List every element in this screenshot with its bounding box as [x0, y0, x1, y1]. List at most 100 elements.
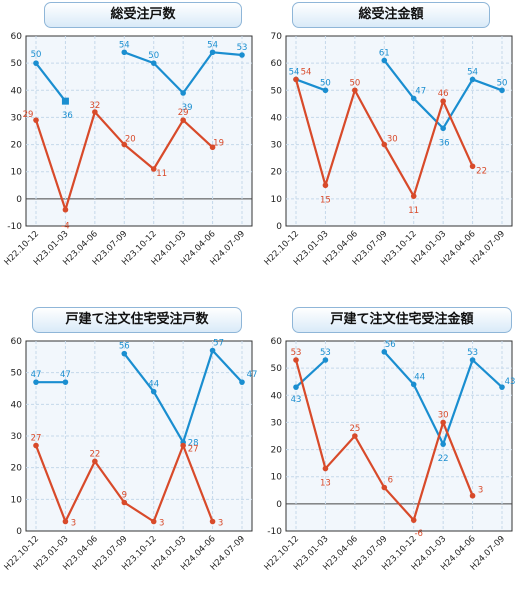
data-label: 56 [385, 340, 396, 350]
chart-title: 戸建て注文住宅受注金額 [292, 307, 512, 333]
y-tick-label: 40 [11, 86, 23, 96]
plot-area [285, 35, 513, 227]
data-label: 3 [71, 519, 76, 529]
chart-panel-3: 戸建て注文住宅受注戸数 0 10 20 30 40 50 60 H22.10-12 H23.01… [0, 305, 260, 609]
data-label: 22 [476, 166, 487, 176]
data-label: 53 [237, 43, 248, 53]
data-label: 50 [31, 50, 42, 60]
data-point [62, 379, 69, 385]
data-label: 36 [62, 111, 73, 121]
data-label: 13 [320, 479, 331, 489]
y-tick-label: 0 [276, 222, 282, 232]
chart-panel-2: 総受注金額 0 10 20 30 40 50 60 70 H22.10-12 H23.01-03 H… [260, 0, 520, 304]
data-label: 22 [438, 454, 449, 464]
data-label: 11 [408, 206, 419, 216]
y-tick-label: 70 [271, 32, 283, 42]
data-point [121, 141, 128, 148]
data-label: 53 [320, 348, 331, 358]
data-point [322, 182, 329, 189]
data-point [322, 357, 329, 363]
data-label: 47 [415, 86, 426, 96]
y-tick-label: 40 [271, 391, 283, 401]
y-tick-label: 0 [16, 195, 22, 205]
y-tick-label: 40 [271, 113, 283, 123]
y-tick-label: 50 [11, 369, 23, 379]
data-point [293, 357, 299, 363]
y-tick-label: 20 [271, 446, 283, 456]
y-tick-label: 20 [11, 464, 23, 474]
data-point [92, 109, 98, 115]
data-point [322, 465, 329, 472]
data-point [410, 381, 417, 388]
data-point [499, 87, 505, 94]
data-point [469, 163, 476, 170]
data-point [322, 87, 329, 94]
data-label: 50 [497, 78, 508, 88]
data-label: 25 [349, 424, 360, 434]
data-point [239, 52, 245, 58]
data-point [410, 95, 417, 102]
data-label: 61 [379, 48, 390, 58]
series-line [35, 62, 67, 102]
data-point [440, 98, 446, 104]
data-label: 9 [122, 491, 127, 501]
data-label: 54 [119, 40, 130, 50]
data-point [33, 442, 39, 449]
data-point [381, 349, 388, 355]
data-label: 29 [178, 108, 189, 118]
chart-panel-4: 戸建て注文住宅受注金額 -10 0 10 20 30 40 50 60 H22.10-12 H23… [260, 305, 520, 609]
line-chart: -100102030405060H22.10-12H23.01-03H23.04… [3, 32, 253, 268]
y-tick-label: 30 [271, 418, 283, 428]
data-label: 3 [159, 519, 164, 529]
data-point [92, 458, 98, 465]
data-point [62, 206, 69, 213]
data-label: 32 [89, 101, 100, 111]
data-label: 36 [439, 138, 450, 148]
y-tick-label: 0 [276, 500, 282, 510]
chart-title: 総受注戸数 [44, 2, 242, 28]
chart-title: 総受注金額 [292, 2, 490, 28]
data-point [352, 433, 358, 439]
chart-title: 戸建て注文住宅受注戸数 [32, 307, 242, 333]
chart-panel-1: 総受注戸数 -10 0 10 20 30 40 50 60 H22.10-12 H23.01-03… [0, 0, 260, 304]
data-point [440, 419, 446, 426]
data-point [33, 117, 39, 123]
data-label: 11 [156, 169, 167, 179]
line-chart: 0102030405060H22.10-12H23.01-03H23.04-06… [3, 337, 258, 573]
data-label: 46 [438, 89, 449, 99]
data-label: 44 [414, 372, 425, 382]
y-tick-label: 40 [11, 400, 23, 410]
y-tick-label: 60 [271, 337, 283, 347]
data-point [150, 388, 157, 395]
data-point [410, 193, 417, 199]
y-tick-label: 60 [11, 32, 23, 42]
data-point [150, 60, 157, 66]
data-label: 39 [182, 103, 193, 113]
data-label: 54 [289, 67, 300, 77]
y-tick-label: -10 [267, 527, 282, 537]
data-point [239, 379, 245, 385]
data-label: 43 [505, 377, 516, 387]
y-tick-label: 60 [11, 337, 23, 347]
data-label: -6 [414, 529, 422, 539]
data-point [293, 76, 299, 83]
data-label: 27 [31, 434, 42, 444]
data-point [469, 76, 476, 83]
data-label: 44 [148, 380, 159, 390]
y-tick-label: 20 [271, 168, 283, 178]
data-point [62, 518, 69, 525]
data-point [209, 144, 216, 151]
data-point [293, 384, 299, 390]
y-tick-label: 10 [11, 168, 23, 178]
data-label: 27 [188, 445, 199, 455]
data-label: 50 [148, 51, 159, 61]
data-point [469, 492, 476, 499]
data-label: 3 [218, 519, 223, 529]
data-label: 15 [320, 195, 331, 205]
data-label: 3 [478, 486, 483, 496]
data-point [180, 90, 186, 96]
data-point [150, 166, 157, 172]
y-tick-label: 50 [11, 59, 23, 69]
y-tick-label: 50 [271, 364, 283, 374]
data-point [381, 141, 388, 148]
